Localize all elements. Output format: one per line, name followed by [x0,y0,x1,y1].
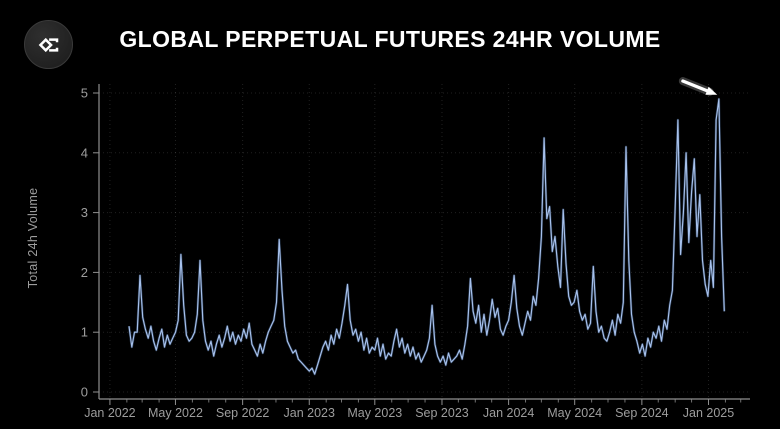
x-tick-label: Jan 2023 [284,406,335,420]
trend-arrow-shaft [681,79,711,94]
x-tick-label: Sep 2023 [415,406,469,420]
velo-logo [24,20,73,69]
series-line [128,98,725,375]
series-line-glow [127,97,726,376]
y-tick-label: 4 [81,145,88,160]
sigma-logo-icon [38,37,58,52]
y-tick-label: 2 [81,265,88,280]
x-tick-label: Jan 2024 [483,406,534,420]
x-tick-label: Sep 2022 [216,406,270,420]
x-tick-label: May 2022 [148,406,203,420]
chart-title: GLOBAL PERPETUAL FUTURES 24HR VOLUME [119,26,661,52]
y-tick-label: 1 [81,325,88,340]
x-tick-label: Jan 2022 [84,406,135,420]
x-tick-label: Sep 2024 [615,406,669,420]
y-tick-label: 0 [81,385,88,400]
x-tick-label: May 2024 [547,406,602,420]
y-tick-label: 5 [81,86,88,101]
y-tick-label: 3 [81,205,88,220]
y-axis-title: Total 24h Volume [26,188,40,289]
x-tick-label: May 2023 [347,406,402,420]
trend-arrow-head [705,86,718,95]
x-tick-label: Jan 2025 [683,406,734,420]
